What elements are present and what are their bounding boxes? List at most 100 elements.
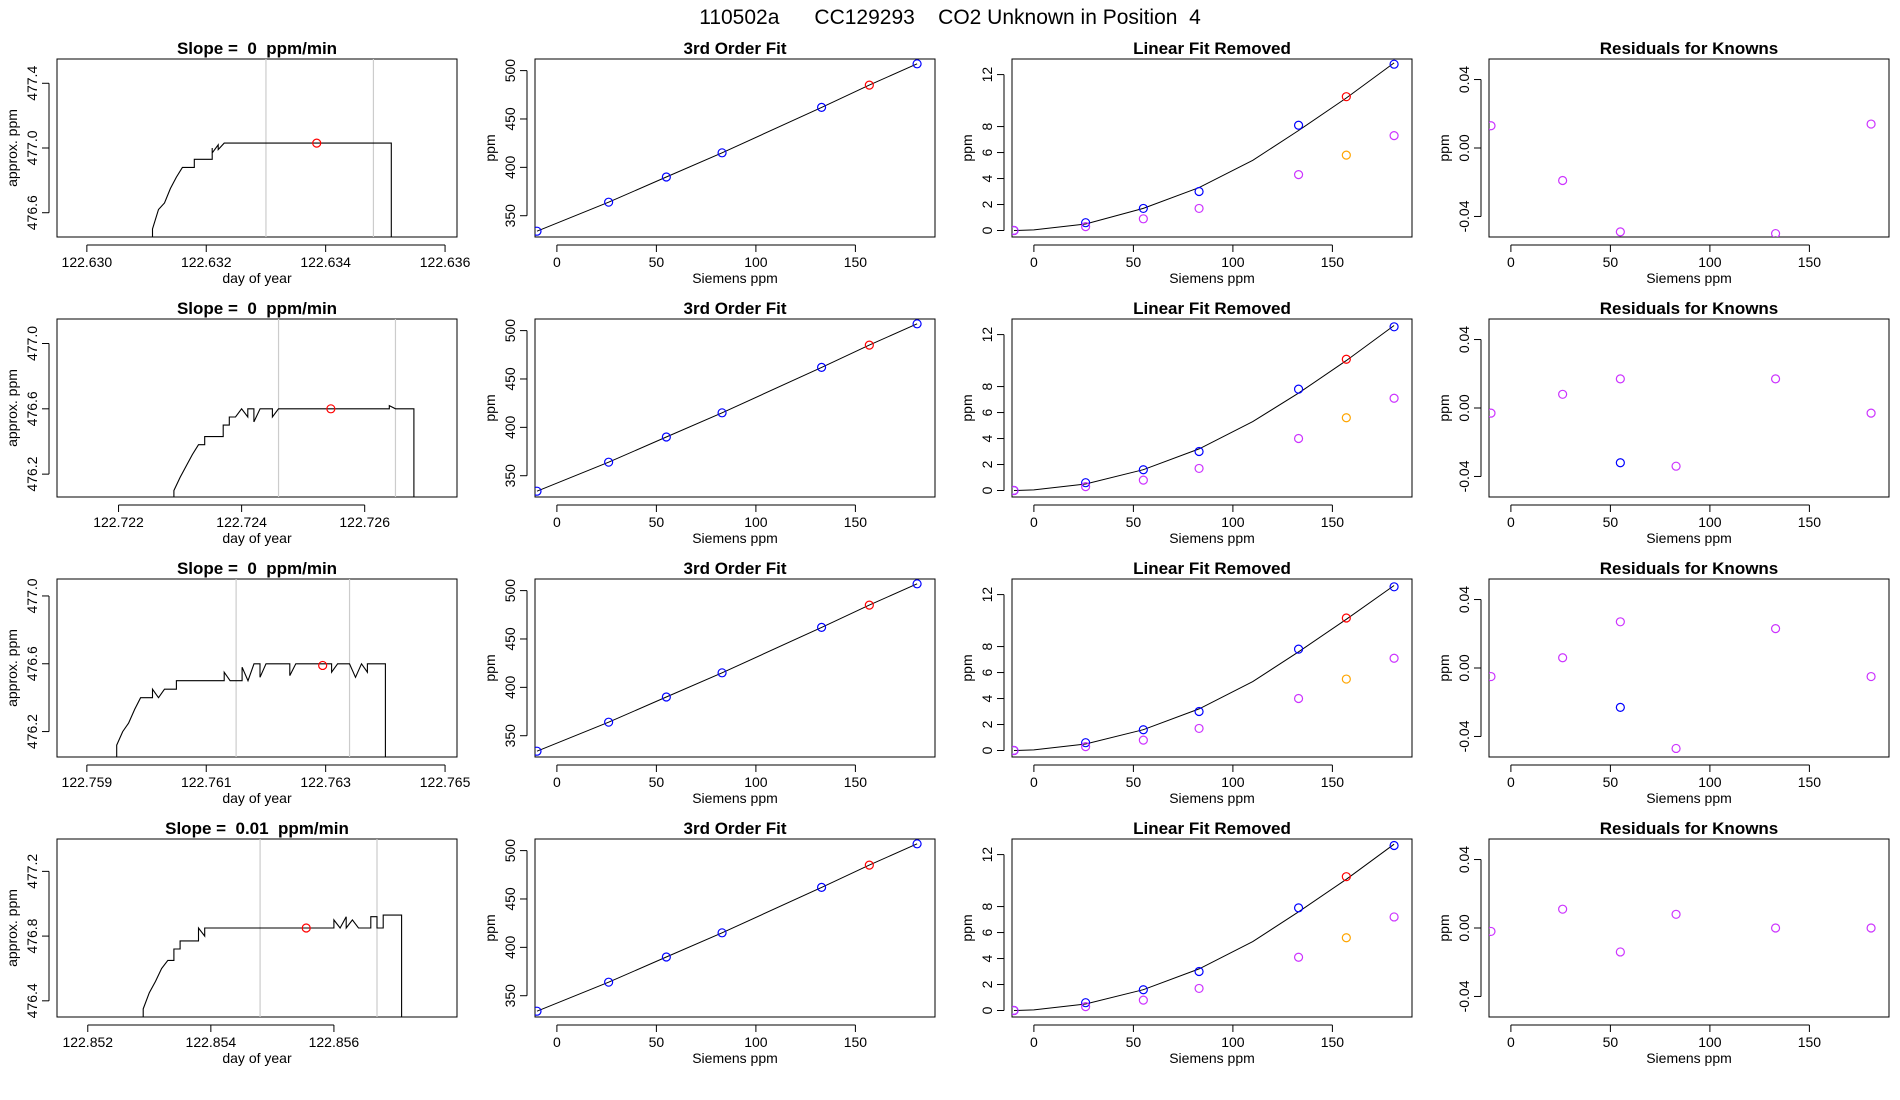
data-point-blue (604, 197, 614, 207)
data-point-blue (1194, 186, 1204, 197)
data-point-blue (604, 717, 614, 727)
y-tick-label: -0.04 (1456, 720, 1472, 752)
x-tick-label: 150 (1321, 774, 1345, 790)
panel-r1-c4: Residuals for Knowns 0 50 100 150 Siemens ppm… (1436, 39, 1890, 286)
y-tick-label: 477.4 (24, 66, 40, 101)
data-point-blue (1389, 582, 1399, 592)
mean-marker (318, 660, 328, 671)
plot-area (535, 319, 922, 496)
data-point-purple (1615, 617, 1625, 627)
data-point-purple (1389, 131, 1399, 141)
panel-r3-c1: Slope = 0 ppm/min 122.759 122.761 122.763 12… (4, 559, 471, 806)
y-tick-label: 8 (979, 122, 995, 130)
data-point-purple (1138, 475, 1148, 485)
data-point-purple (1081, 482, 1091, 492)
plot-area (1489, 904, 1876, 957)
y-tick-label: 8 (979, 642, 995, 650)
x-tick-label: 100 (744, 1034, 768, 1050)
x-tick-label: 122.763 (300, 774, 351, 790)
data-point-purple (1293, 952, 1304, 962)
data-point-purple (1770, 624, 1781, 634)
y-tick-label: 0.04 (1456, 846, 1472, 873)
y-tick-label: 500 (502, 59, 518, 83)
fit-curve (1013, 325, 1395, 491)
y-tick-label: 12 (979, 847, 995, 863)
data-point-blue (717, 668, 727, 678)
x-tick-label: 122.854 (186, 1034, 237, 1050)
data-point-blue (1138, 985, 1148, 995)
y-tick-label: 0.04 (1456, 326, 1472, 353)
plot-frame (534, 838, 936, 1018)
plot-frame (1488, 838, 1890, 1018)
plot-frame (534, 318, 936, 498)
data-point-blue (912, 59, 922, 69)
data-point-purple (1138, 735, 1148, 745)
data-point-purple (1012, 745, 1019, 756)
panel-r2-c2: 3rd Order Fit 0 50 100 150 Siemens ppm 350 400 4… (482, 299, 936, 546)
x-tick-label: 0 (553, 774, 561, 790)
figure-title: 110502a CC129293 CO2 Unknown in Position… (699, 6, 1201, 29)
y-tick-label: 12 (979, 327, 995, 343)
x-tick-label: 0 (1507, 514, 1515, 530)
data-point-purple (1293, 170, 1304, 180)
data-point-purple (1012, 485, 1019, 496)
plot-frame (534, 58, 936, 238)
x-tick-label: 150 (1798, 1034, 1822, 1050)
data-point-blue (717, 148, 727, 158)
concentration-trace (142, 914, 403, 1017)
data-point-blue (816, 622, 827, 632)
data-point-purple (1671, 461, 1681, 471)
panel-title: 3rd Order Fit (684, 559, 787, 578)
data-point-blue (535, 226, 542, 236)
data-point-blue (816, 882, 827, 892)
data-point-purple (1194, 983, 1204, 994)
y-tick-label: 8 (979, 382, 995, 390)
data-point-purple (1194, 203, 1204, 214)
plot-area (1489, 374, 1876, 471)
x-tick-label: 0 (1507, 774, 1515, 790)
data-point-blue (1293, 644, 1304, 654)
y-tick-label: 500 (502, 839, 518, 863)
y-axis-label: ppm (959, 394, 975, 421)
data-point-blue (1293, 384, 1304, 394)
x-tick-label: 150 (844, 254, 868, 270)
plot-frame (1011, 578, 1413, 758)
x-axis-label: Siemens ppm (692, 530, 778, 546)
mean-marker (326, 404, 336, 414)
data-point-purple (1489, 121, 1496, 131)
data-point-blue (535, 1006, 542, 1016)
data-point-blue (604, 457, 614, 467)
x-tick-label: 100 (1221, 1034, 1245, 1050)
data-point-blue (717, 408, 727, 418)
y-tick-label: 477.0 (24, 578, 40, 613)
panel-title: Slope = 0 ppm/min (177, 39, 337, 58)
plot-frame (1488, 578, 1890, 758)
plot-frame (56, 578, 458, 758)
data-point-blue (1081, 738, 1091, 748)
x-axis-label: Siemens ppm (1169, 790, 1255, 806)
panel-r1-c2: 3rd Order Fit 0 50 100 150 Siemens ppm 350 400 4… (482, 39, 936, 286)
x-tick-label: 100 (744, 254, 768, 270)
panel-title: Slope = 0.01 ppm/min (165, 819, 349, 838)
plot-frame (1011, 58, 1413, 238)
x-tick-label: 50 (1126, 254, 1142, 270)
data-point-blue (1194, 446, 1204, 457)
y-tick-label: 500 (502, 579, 518, 603)
y-tick-label: 476.6 (24, 195, 40, 230)
plot-frame (1011, 318, 1413, 498)
data-point-purple (1671, 743, 1681, 754)
data-point-red (1341, 92, 1351, 102)
plot-area (151, 59, 392, 237)
y-tick-label: 477.0 (24, 326, 40, 361)
y-tick-label: 476.2 (24, 714, 40, 749)
y-tick-label: 2 (979, 720, 995, 728)
y-tick-label: 6 (979, 928, 995, 936)
x-tick-label: 122.726 (339, 514, 390, 530)
data-point-orange (1341, 933, 1351, 943)
y-tick-label: 8 (979, 902, 995, 910)
data-point-blue (1389, 59, 1399, 69)
panel-title: Linear Fit Removed (1133, 819, 1291, 838)
x-tick-label: 100 (1698, 254, 1722, 270)
y-axis-label: approx. ppm (4, 629, 20, 707)
x-tick-label: 122.856 (309, 1034, 360, 1050)
